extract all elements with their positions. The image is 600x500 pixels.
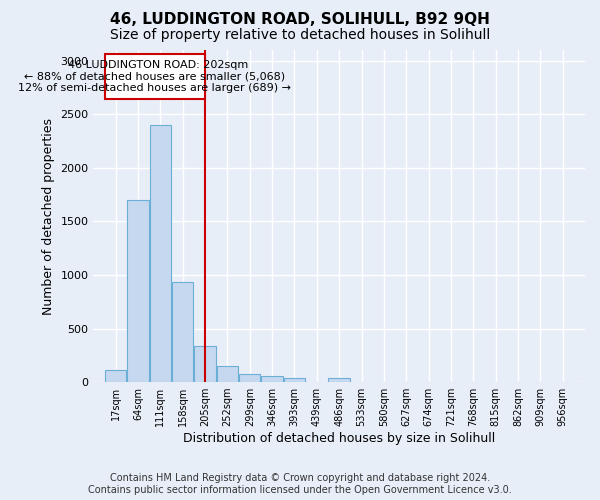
Text: Size of property relative to detached houses in Solihull: Size of property relative to detached ho… bbox=[110, 28, 490, 42]
Text: Contains HM Land Registry data © Crown copyright and database right 2024.
Contai: Contains HM Land Registry data © Crown c… bbox=[88, 474, 512, 495]
Bar bbox=[239, 374, 260, 382]
Text: 46, LUDDINGTON ROAD, SOLIHULL, B92 9QH: 46, LUDDINGTON ROAD, SOLIHULL, B92 9QH bbox=[110, 12, 490, 28]
Bar bbox=[328, 378, 350, 382]
Bar bbox=[150, 125, 171, 382]
X-axis label: Distribution of detached houses by size in Solihull: Distribution of detached houses by size … bbox=[183, 432, 496, 445]
Bar bbox=[217, 366, 238, 382]
Text: 46 LUDDINGTON ROAD: 202sqm
← 88% of detached houses are smaller (5,068)
12% of s: 46 LUDDINGTON ROAD: 202sqm ← 88% of deta… bbox=[19, 60, 292, 94]
Bar bbox=[284, 378, 305, 382]
Bar bbox=[127, 200, 149, 382]
Bar bbox=[172, 282, 193, 382]
Bar bbox=[194, 346, 216, 382]
Bar bbox=[262, 376, 283, 382]
Bar bbox=[105, 370, 127, 382]
Y-axis label: Number of detached properties: Number of detached properties bbox=[42, 118, 55, 314]
FancyBboxPatch shape bbox=[105, 54, 205, 100]
